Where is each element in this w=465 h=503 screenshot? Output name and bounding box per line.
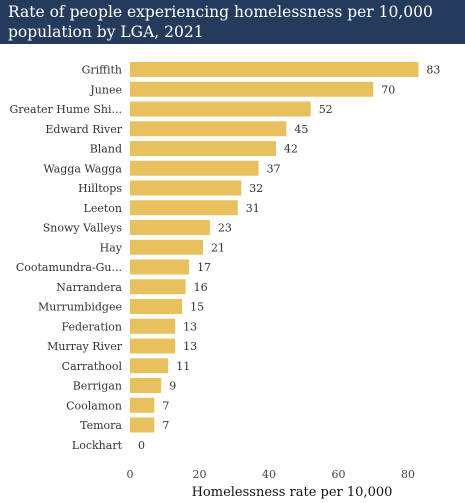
bar-11	[130, 279, 186, 295]
x-tick-label: 60	[332, 468, 346, 481]
value-label: 13	[183, 340, 197, 353]
bar-15	[130, 358, 169, 374]
bar-10	[130, 259, 190, 275]
category-label: Bland	[90, 143, 122, 156]
bar-13	[130, 318, 176, 334]
category-label: Greater Hume Shi...	[9, 103, 122, 116]
chart-title-line-1: Rate of people experiencing homelessness…	[8, 3, 433, 21]
category-label: Cootamundra-Gu...	[16, 261, 122, 274]
bar-12	[130, 299, 183, 314]
category-label: Temora	[80, 419, 122, 432]
value-label: 0	[138, 439, 145, 452]
bar-8	[130, 220, 210, 235]
bar-5	[130, 160, 259, 176]
bar-3	[130, 121, 287, 137]
bar-6	[130, 180, 242, 196]
x-ticks-layer: 0 20 40 60 80	[127, 468, 416, 481]
value-label: 42	[284, 143, 298, 156]
chart-title-bar: Rate of people experiencing homelessness…	[0, 0, 465, 44]
category-label: Lockhart	[72, 439, 123, 452]
x-axis-label: Homelessness rate per 10,000	[192, 485, 393, 500]
category-label: Leeton	[84, 202, 122, 215]
bar-17	[130, 397, 155, 413]
category-label: Narrandera	[56, 281, 122, 294]
value-label: 31	[246, 202, 260, 215]
value-label: 21	[211, 241, 225, 254]
x-tick-label: 0	[127, 468, 134, 481]
bar-18	[130, 417, 155, 433]
bars-layer	[130, 62, 419, 433]
category-label: Hay	[100, 241, 123, 254]
bar-0	[130, 62, 419, 77]
chart-title-line-2: population by LGA, 2021	[8, 23, 204, 41]
value-label: 9	[169, 380, 176, 393]
bar-14	[130, 338, 176, 354]
category-label: Murray River	[47, 340, 123, 353]
category-label: Hilltops	[78, 182, 122, 195]
category-label: Carrathool	[62, 360, 123, 373]
category-label: Junee	[89, 83, 122, 96]
category-label: Coolamon	[66, 399, 122, 412]
bar-4	[130, 141, 276, 156]
bar-9	[130, 239, 203, 255]
value-label: 70	[381, 83, 395, 96]
bar-16	[130, 378, 162, 393]
bar-2	[130, 101, 311, 117]
value-label: 7	[162, 419, 169, 432]
value-label: 16	[194, 281, 208, 294]
category-label: Wagga Wagga	[43, 162, 122, 175]
bar-7	[130, 200, 238, 216]
x-tick-label: 40	[262, 468, 276, 481]
value-label: 15	[190, 301, 204, 314]
bar-1	[130, 81, 374, 97]
value-label: 52	[319, 103, 333, 116]
value-label: 32	[249, 182, 263, 195]
category-label: Federation	[61, 320, 122, 333]
category-label: Murrumbidgee	[38, 301, 122, 314]
x-tick-label: 20	[193, 468, 207, 481]
category-label: Berrigan	[73, 380, 122, 393]
value-label: 83	[426, 64, 440, 77]
value-label: 13	[183, 320, 197, 333]
value-label: 17	[197, 261, 211, 274]
category-label: Edward River	[45, 123, 122, 136]
x-tick-label: 80	[401, 468, 415, 481]
value-label: 23	[218, 222, 232, 235]
value-label: 11	[176, 360, 190, 373]
value-label: 45	[294, 123, 308, 136]
category-label: Griffith	[82, 64, 122, 77]
category-label: Snowy Valleys	[43, 222, 123, 235]
value-label: 7	[162, 399, 169, 412]
value-label: 37	[267, 162, 281, 175]
